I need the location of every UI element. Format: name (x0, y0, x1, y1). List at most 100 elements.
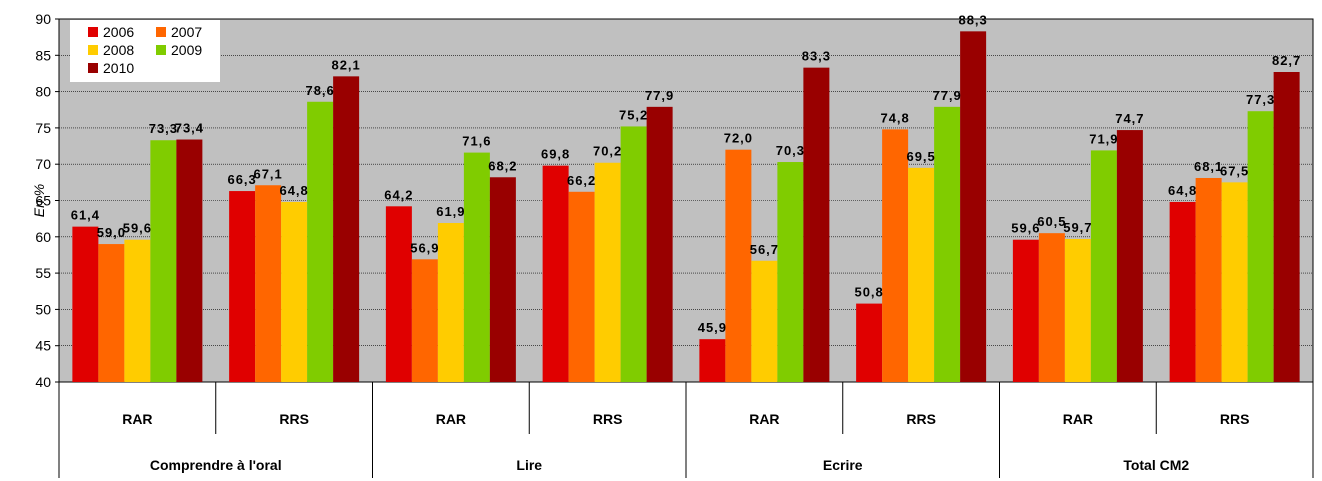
bar-2010 (333, 76, 360, 382)
y-tick-label: 50 (35, 301, 51, 317)
data-label: 69,5 (906, 149, 935, 164)
data-label: 77,9 (645, 88, 674, 103)
data-label: 59,6 (123, 221, 152, 236)
data-label: 74,8 (880, 110, 909, 125)
data-label: 71,6 (462, 134, 491, 149)
data-label: 82,1 (331, 57, 360, 72)
bars (72, 31, 1300, 383)
data-label: 77,9 (932, 88, 961, 103)
data-label: 78,6 (305, 83, 334, 98)
data-label: 68,1 (1194, 159, 1223, 174)
x-subcategory-label: RRS (593, 411, 623, 427)
legend-swatch-2010 (88, 63, 98, 73)
data-label: 56,9 (410, 240, 439, 255)
data-label: 74,7 (1115, 111, 1144, 126)
data-label: 64,8 (1168, 183, 1197, 198)
bar-2009 (620, 126, 647, 382)
bar-2008 (751, 260, 778, 382)
y-tick-label: 75 (35, 120, 51, 136)
bar-2006 (385, 206, 412, 382)
data-label: 88,3 (958, 12, 987, 27)
y-tick-label: 45 (35, 338, 51, 354)
bar-2009 (307, 101, 334, 382)
data-label: 83,3 (802, 49, 831, 64)
bar-2008 (594, 162, 621, 382)
data-label: 59,6 (1011, 221, 1040, 236)
bar-2008 (1064, 238, 1091, 382)
x-axis: RAR RRS RAR RRS RAR RRS RAR RRS Comprendre à l'o… (58, 382, 1314, 478)
bar-2008 (908, 167, 935, 382)
bar-2007 (882, 129, 909, 382)
bar-2007 (568, 191, 595, 382)
y-axis-ticks: 40 45 50 55 60 65 70 75 80 85 90 (35, 11, 59, 390)
bar-2010 (489, 177, 516, 382)
data-label: 64,8 (279, 183, 308, 198)
bar-2009 (1090, 150, 1117, 382)
data-label: 70,3 (776, 143, 805, 158)
data-label: 69,8 (541, 147, 570, 162)
x-group-label: Ecrire (823, 457, 863, 473)
bar-2006 (856, 303, 883, 382)
bar-2009 (463, 152, 490, 382)
legend-label: 2006 (103, 24, 134, 40)
bar-2010 (1116, 130, 1143, 382)
bar-2008 (281, 201, 308, 382)
bar-2006 (699, 339, 726, 382)
bar-2007 (1195, 177, 1222, 382)
bar-2006 (1169, 201, 1196, 382)
x-group-label: Lire (516, 457, 542, 473)
x-subcategory-label: RAR (1063, 411, 1093, 427)
y-tick-label: 65 (35, 193, 51, 209)
data-label: 60,5 (1037, 214, 1066, 229)
y-axis-label: En % (31, 184, 47, 217)
data-label: 71,9 (1089, 131, 1118, 146)
bar-2009 (934, 106, 961, 382)
bar-2006 (229, 191, 256, 382)
data-label: 68,2 (488, 158, 517, 173)
y-tick-label: 40 (35, 374, 51, 390)
legend-swatch-2007 (156, 27, 166, 37)
bar-2006 (1012, 239, 1039, 382)
data-label: 45,9 (698, 320, 727, 335)
x-subcategory-label: RRS (906, 411, 936, 427)
bar-2010 (646, 106, 673, 382)
data-label: 56,7 (750, 242, 779, 257)
data-label: 67,5 (1220, 163, 1249, 178)
bar-2009 (150, 140, 177, 382)
bar-2007 (1038, 233, 1065, 382)
bar-2007 (725, 149, 752, 382)
y-tick-label: 55 (35, 265, 51, 281)
bar-2010 (960, 31, 987, 382)
y-tick-label: 60 (35, 229, 51, 245)
bar-2010 (803, 67, 830, 382)
data-label: 59,7 (1063, 220, 1092, 235)
data-label: 70,2 (593, 144, 622, 159)
data-label: 77,3 (1246, 92, 1275, 107)
data-label: 66,3 (227, 172, 256, 187)
x-subcategory-label: RAR (749, 411, 779, 427)
data-label: 73,4 (175, 121, 204, 136)
data-label: 59,0 (97, 225, 126, 240)
bar-2007 (255, 185, 282, 382)
x-subcategory-label: RRS (279, 411, 309, 427)
x-group-label: Total CM2 (1123, 457, 1189, 473)
y-tick-label: 80 (35, 84, 51, 100)
bar-2008 (1221, 182, 1248, 382)
data-label: 50,8 (854, 285, 883, 300)
x-group-label: Comprendre à l'oral (150, 457, 282, 473)
bar-2007 (98, 244, 125, 382)
data-labels: 61,459,059,673,373,466,367,164,878,682,1… (71, 12, 1301, 335)
bar-2007 (411, 259, 438, 382)
legend-swatch-2006 (88, 27, 98, 37)
x-subcategory-label: RRS (1220, 411, 1250, 427)
bar-2009 (777, 162, 804, 382)
legend-swatch-2008 (88, 45, 98, 55)
legend-label: 2008 (103, 42, 134, 58)
bar-2010 (1273, 71, 1300, 383)
data-label: 73,3 (149, 121, 178, 136)
x-subcategory-label: RAR (436, 411, 466, 427)
legend-label: 2009 (171, 42, 202, 58)
data-label: 67,1 (253, 166, 282, 181)
y-tick-label: 90 (35, 11, 51, 27)
